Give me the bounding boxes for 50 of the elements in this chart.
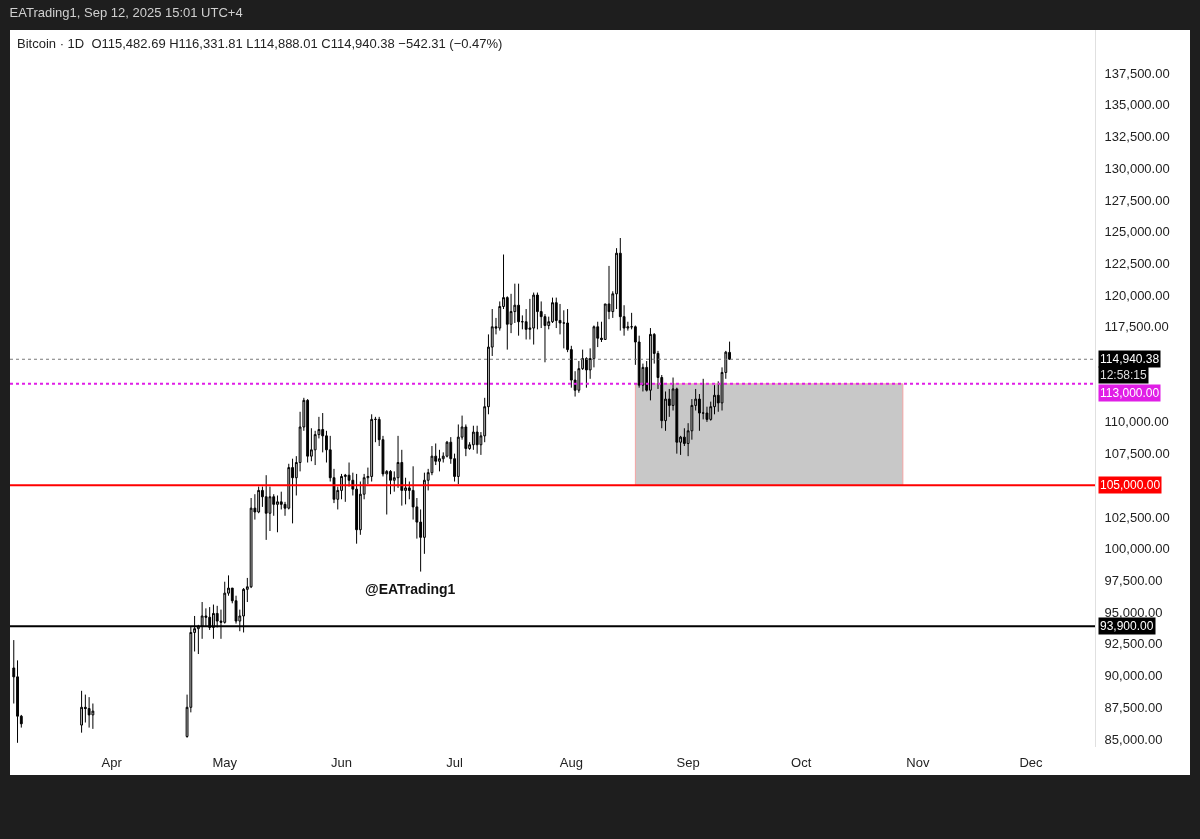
candlestick — [306, 398, 310, 464]
x-tick-label: Jul — [446, 755, 463, 770]
y-tick-label: 97,500.00 — [1104, 573, 1163, 589]
text: Bitcoin · 1D O115,482.69 H116,331.81 L114,888.01 C114,940.38 −542.31 (−0.47%) — [17, 36, 503, 51]
x-tick-label: Dec — [1019, 755, 1044, 770]
y-tick-label: 100,000.00 — [1104, 541, 1170, 557]
candlestick — [374, 416, 377, 443]
y-tick-label: 110,000.00 — [1104, 414, 1169, 430]
candlestick — [370, 413, 374, 483]
candlestick — [291, 458, 294, 524]
x-tick-label: Nov — [906, 755, 930, 770]
y-tick-label: 90,000.00 — [1104, 668, 1163, 684]
ref-line-label: 113,000.00 — [1100, 386, 1160, 400]
y-tick-label: 135,000.00 — [1104, 97, 1170, 113]
y-tick-label: 92,500.00 — [1104, 636, 1163, 652]
y-tick-label: 87,500.00 — [1104, 699, 1163, 715]
y-tick-label: 95,000.00 — [1104, 604, 1163, 620]
candlestick — [87, 696, 91, 729]
y-tick-label: 127,500.00 — [1104, 192, 1170, 208]
candlestick — [264, 474, 268, 541]
ref-line-label: 105,000.00 — [1100, 478, 1161, 492]
y-tick-label: 122,500.00 — [1104, 255, 1170, 271]
text: 12:58:15 — [1100, 368, 1148, 382]
y-tick-label: 132,500.00 — [1104, 129, 1170, 145]
candlestick — [80, 690, 83, 734]
x-tick-label: Aug — [559, 755, 583, 770]
candlestick — [471, 425, 475, 451]
x-tick-label: Jun — [331, 755, 353, 770]
candlestick — [532, 292, 536, 346]
x-tick-label: Oct — [791, 755, 812, 770]
ref-line-label: 114,940.38 — [1100, 352, 1160, 366]
candlestick — [517, 283, 521, 337]
x-tick-label: Sep — [676, 755, 700, 770]
ref-line-label: 93,900.00 — [1100, 619, 1154, 633]
candlestick — [276, 494, 279, 533]
chart-title: EATrading1, Sep 12, 2025 15:01 UTC+4 — [9, 5, 243, 21]
annotation: @EATrading1 — [365, 581, 456, 597]
y-tick-label: 85,000.00 — [1104, 731, 1163, 747]
candlestick — [355, 473, 359, 545]
x-tick-label: May — [212, 755, 238, 770]
y-tick-label: 107,500.00 — [1104, 446, 1170, 462]
candlestick — [475, 425, 479, 455]
y-tick-label: 120,000.00 — [1104, 287, 1170, 303]
y-tick-label: 130,000.00 — [1104, 160, 1170, 176]
y-tick-label: 102,500.00 — [1104, 509, 1170, 525]
candlestick — [618, 237, 622, 332]
x-tick-label: Apr — [101, 755, 123, 770]
y-tick-label: 117,500.00 — [1104, 319, 1169, 335]
y-tick-label: 125,000.00 — [1104, 224, 1170, 240]
y-tick-label: 137,500.00 — [1104, 65, 1170, 81]
